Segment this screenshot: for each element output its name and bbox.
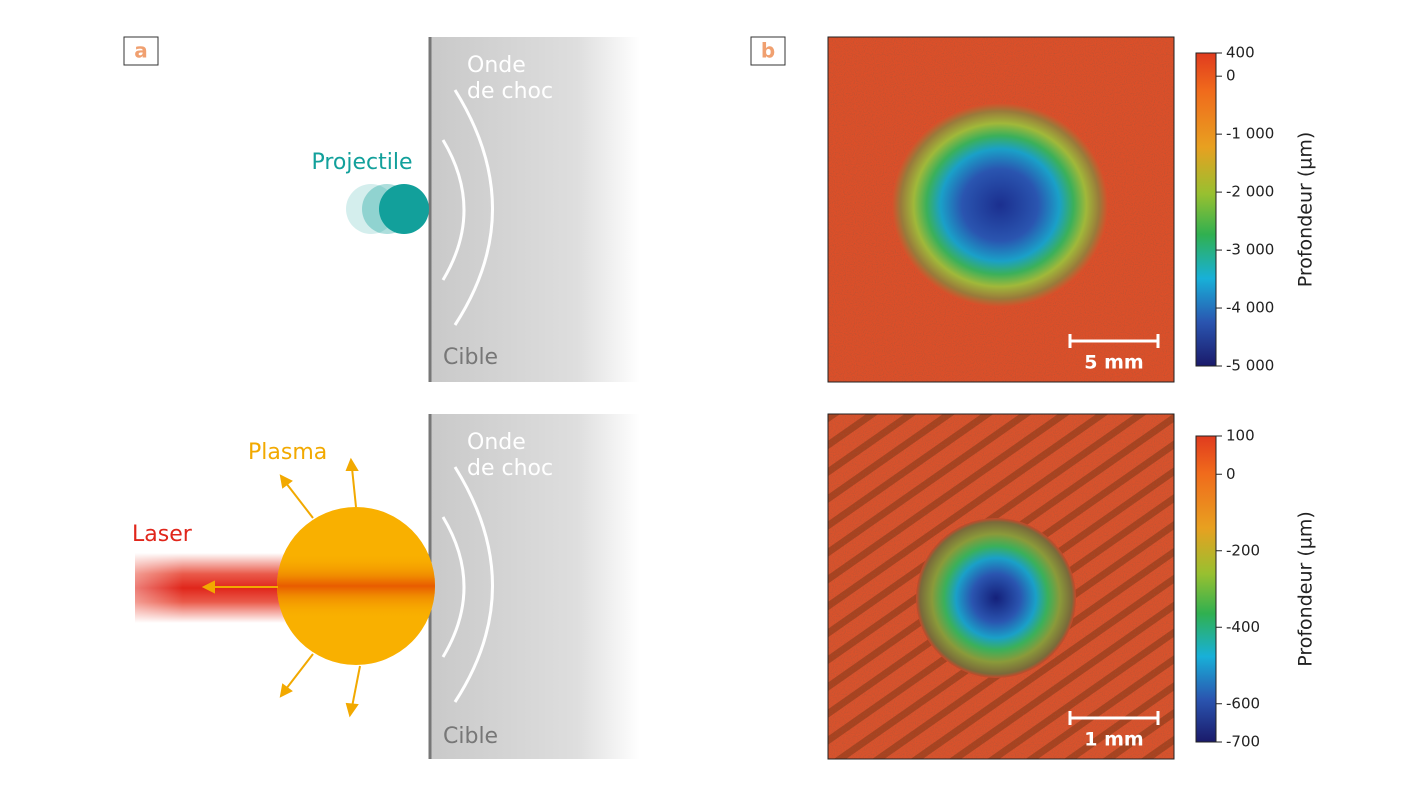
colorbar-tick-label: 100 [1226, 427, 1255, 445]
depth-map-frame [827, 413, 1175, 760]
target-label: Cible [443, 724, 498, 749]
panel-label-box [750, 36, 786, 66]
colorbar-tick-label: -3 000 [1226, 241, 1274, 259]
colorbar [1195, 435, 1217, 743]
colorbar-tick-label: -200 [1226, 541, 1260, 559]
laser-label: Laser [132, 522, 193, 547]
panel-label-box [123, 36, 159, 66]
colorbar-title: Profondeur (µm) [1295, 132, 1317, 288]
colorbar [1195, 52, 1217, 367]
plasma-arrows [201, 457, 361, 718]
colorbar-tick-label: -600 [1226, 694, 1260, 712]
projectile-label: Projectile [311, 150, 412, 175]
scale-bar-label: 5 mm [1084, 352, 1143, 374]
colorbar-tick-label: 0 [1226, 67, 1236, 85]
crater [892, 103, 1108, 307]
shock-wave [441, 139, 466, 281]
plasma-core [277, 553, 435, 619]
shock-wave [453, 466, 494, 703]
panel-label: a [134, 39, 148, 63]
shock-wave-label: Onde [467, 53, 526, 78]
panel-label: b [761, 39, 775, 63]
colorbar-tick-label: -400 [1226, 618, 1260, 636]
colorbar-tick-label: 0 [1226, 465, 1236, 483]
shock-wave-label: de choc [467, 79, 553, 104]
depth-map-frame [827, 36, 1175, 383]
colorbar-tick-label: 400 [1226, 44, 1255, 62]
target-label: Cible [443, 345, 498, 370]
scale-bar-label: 1 mm [1084, 729, 1143, 751]
shock-wave [441, 516, 466, 658]
plasma-label: Plasma [248, 440, 327, 465]
shock-wave [453, 89, 494, 326]
shock-wave-label: Onde [467, 430, 526, 455]
colorbar-tick-label: -4 000 [1226, 299, 1274, 317]
colorbar-tick-label: -2 000 [1226, 183, 1274, 201]
colorbar-tick-label: -1 000 [1226, 125, 1274, 143]
colorbar-title: Profondeur (µm) [1295, 511, 1317, 667]
colorbar-tick-label: -5 000 [1226, 357, 1274, 375]
colorbar-tick-label: -700 [1226, 733, 1260, 751]
crater [916, 518, 1076, 678]
projectile [379, 184, 429, 234]
shock-wave-label: de choc [467, 456, 553, 481]
